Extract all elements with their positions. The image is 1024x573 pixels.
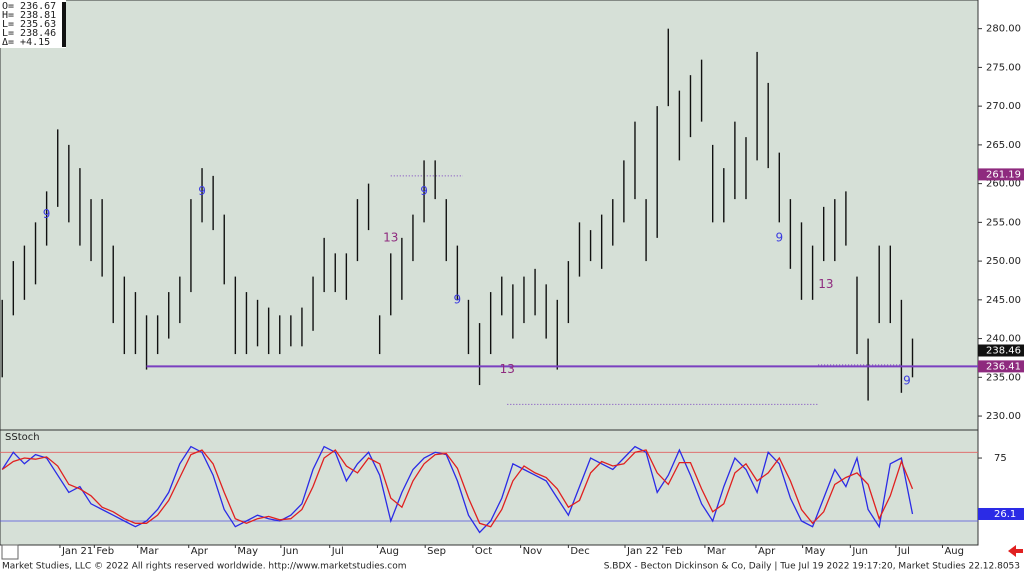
y-tick-label: 260.00 (986, 179, 1021, 190)
x-tick-label: Oct (475, 546, 492, 557)
x-tick-label: Jul (897, 546, 910, 557)
ohlc-text: Δ= +4.15 (2, 37, 50, 48)
y-tick-label: 250.00 (986, 256, 1021, 267)
x-tick-label: May (237, 546, 258, 557)
x-tick-label: Dec (570, 546, 589, 557)
last-value-label: 26.1 (994, 509, 1016, 520)
ohlc-text: L= 238.46 (2, 28, 56, 39)
td-annotation: 9 (420, 184, 428, 198)
panel-title: SStoch (5, 432, 40, 443)
x-tick-label: Aug (944, 546, 964, 557)
x-tick-label: Jun (851, 546, 868, 557)
level-box (978, 344, 1024, 357)
x-tick-label: Nov (523, 546, 543, 557)
ohlc-box (0, 0, 66, 48)
x-tick-label: Feb (96, 546, 114, 557)
y-tick-label: 235.00 (986, 372, 1021, 383)
ohlc-text: O= 236.67 (2, 1, 56, 12)
td-annotation: 9 (198, 184, 206, 198)
td-annotation: 9 (903, 374, 911, 388)
x-tick-label: Mar (140, 546, 160, 557)
td-annotation: 9 (775, 230, 783, 244)
x-tick-label: Apr (758, 546, 776, 557)
td-annotation: 9 (43, 207, 51, 221)
ohlc-text: L= 235.63 (2, 19, 56, 30)
x-tick-label: Jan 21 (61, 546, 93, 557)
x-tick-label: Sep (427, 546, 446, 557)
level-box (978, 360, 1024, 373)
x-tick-label: Feb (665, 546, 683, 557)
td-annotation: 13 (818, 277, 833, 291)
ohlc-text: H= 238.81 (2, 10, 56, 21)
y-tick-label: 245.00 (986, 295, 1021, 306)
td-annotation: 13 (500, 362, 515, 376)
x-tick-label: Apr (191, 546, 209, 557)
stoch-line (1, 449, 914, 528)
x-tick-label: May (805, 546, 826, 557)
y-tick-label: 255.00 (986, 217, 1021, 228)
footer-left: Market Studies, LLC © 2022 All rights re… (2, 562, 407, 572)
td-annotation: 9 (454, 292, 462, 306)
x-tick-label: Jun (282, 546, 299, 557)
y-tick-label: 240.00 (986, 334, 1021, 345)
y-tick-label: 265.00 (986, 140, 1021, 151)
y-tick-label: 230.00 (986, 411, 1021, 422)
ohlc-box-bar (62, 2, 66, 47)
last-value-box (978, 507, 1024, 520)
x-tick-label: Mar (707, 546, 727, 557)
corner-button[interactable] (1, 544, 19, 560)
stoch-panel (0, 429, 979, 546)
level-label: 238.46 (986, 346, 1021, 357)
x-tick-label: Aug (379, 546, 399, 557)
td-annotation: 13 (383, 230, 398, 244)
level-label: 236.41 (986, 361, 1021, 372)
y-tick-label: 75 (994, 453, 1007, 464)
level-label: 261.19 (986, 169, 1021, 180)
y-tick-label: 280.00 (986, 24, 1021, 35)
y-tick-label: 270.00 (986, 101, 1021, 112)
price-panel (0, 0, 979, 431)
level-box (978, 168, 1024, 181)
footer-right: S.BDX - Becton Dickinson & Co, Daily | T… (604, 562, 1020, 572)
scroll-arrow[interactable] (1008, 545, 1023, 557)
x-tick-label: Jul (331, 546, 344, 557)
x-tick-label: Jan 22 (626, 546, 658, 557)
y-tick-label: 275.00 (986, 62, 1021, 73)
